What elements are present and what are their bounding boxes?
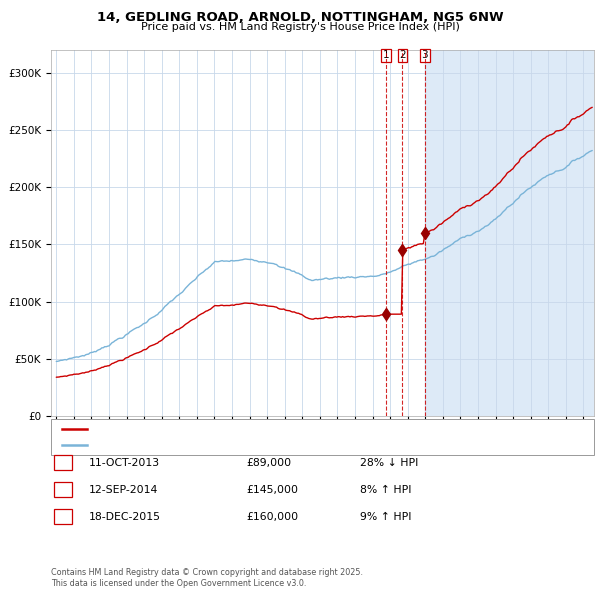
Text: £160,000: £160,000	[246, 512, 298, 522]
Text: 3: 3	[421, 50, 428, 60]
Text: 14, GEDLING ROAD, ARNOLD, NOTTINGHAM, NG5 6NW (semi-detached house): 14, GEDLING ROAD, ARNOLD, NOTTINGHAM, NG…	[92, 425, 464, 434]
Text: Price paid vs. HM Land Registry's House Price Index (HPI): Price paid vs. HM Land Registry's House …	[140, 22, 460, 32]
Text: 28% ↓ HPI: 28% ↓ HPI	[360, 458, 418, 467]
Text: 1: 1	[383, 50, 389, 60]
Text: 2: 2	[399, 50, 406, 60]
Text: 2: 2	[59, 485, 67, 494]
Text: 3: 3	[59, 512, 67, 522]
Text: Contains HM Land Registry data © Crown copyright and database right 2025.
This d: Contains HM Land Registry data © Crown c…	[51, 568, 363, 588]
Text: 12-SEP-2014: 12-SEP-2014	[89, 485, 158, 494]
Text: £89,000: £89,000	[246, 458, 291, 467]
Text: 1: 1	[59, 458, 67, 467]
Text: 14, GEDLING ROAD, ARNOLD, NOTTINGHAM, NG5 6NW: 14, GEDLING ROAD, ARNOLD, NOTTINGHAM, NG…	[97, 11, 503, 24]
Text: £145,000: £145,000	[246, 485, 298, 494]
Bar	[425, 50, 594, 416]
Text: 9% ↑ HPI: 9% ↑ HPI	[360, 512, 412, 522]
Text: HPI: Average price, semi-detached house, Gedling: HPI: Average price, semi-detached house,…	[92, 441, 331, 450]
Text: 8% ↑ HPI: 8% ↑ HPI	[360, 485, 412, 494]
Text: 18-DEC-2015: 18-DEC-2015	[89, 512, 161, 522]
Text: 11-OCT-2013: 11-OCT-2013	[89, 458, 160, 467]
